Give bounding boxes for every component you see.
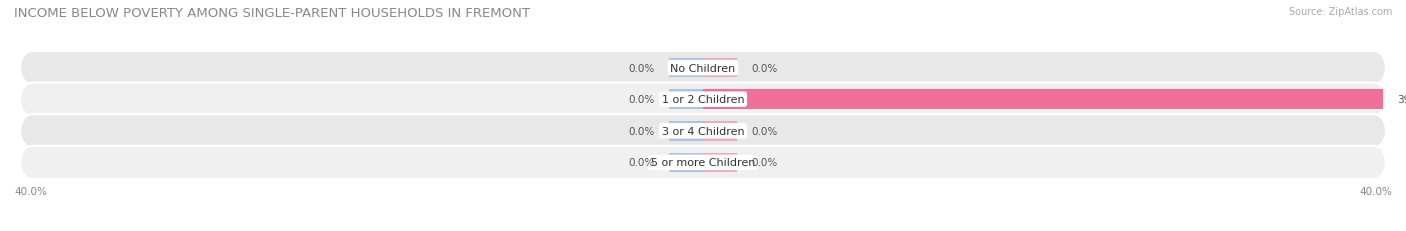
Text: Source: ZipAtlas.com: Source: ZipAtlas.com — [1288, 7, 1392, 17]
Text: 0.0%: 0.0% — [751, 63, 778, 73]
Text: 3 or 4 Children: 3 or 4 Children — [662, 126, 744, 136]
Text: INCOME BELOW POVERTY AMONG SINGLE-PARENT HOUSEHOLDS IN FREMONT: INCOME BELOW POVERTY AMONG SINGLE-PARENT… — [14, 7, 530, 20]
Bar — [669, 122, 703, 141]
Text: 0.0%: 0.0% — [628, 95, 655, 105]
Text: 5 or more Children: 5 or more Children — [651, 158, 755, 168]
Bar — [703, 153, 738, 172]
FancyBboxPatch shape — [20, 83, 1386, 116]
Text: 0.0%: 0.0% — [628, 63, 655, 73]
FancyBboxPatch shape — [20, 115, 1386, 148]
Bar — [703, 90, 1384, 109]
Bar — [703, 122, 738, 141]
Text: 40.0%: 40.0% — [14, 186, 46, 196]
Bar — [669, 59, 703, 78]
Text: 0.0%: 0.0% — [628, 158, 655, 168]
Text: 0.0%: 0.0% — [751, 126, 778, 136]
Text: 39.5%: 39.5% — [1398, 95, 1406, 105]
Text: 40.0%: 40.0% — [1360, 186, 1392, 196]
Bar — [669, 153, 703, 172]
Text: No Children: No Children — [671, 63, 735, 73]
Bar — [669, 90, 703, 109]
Text: 0.0%: 0.0% — [628, 126, 655, 136]
Text: 0.0%: 0.0% — [751, 158, 778, 168]
FancyBboxPatch shape — [20, 52, 1386, 85]
FancyBboxPatch shape — [20, 146, 1386, 179]
Text: 1 or 2 Children: 1 or 2 Children — [662, 95, 744, 105]
Bar — [703, 59, 738, 78]
